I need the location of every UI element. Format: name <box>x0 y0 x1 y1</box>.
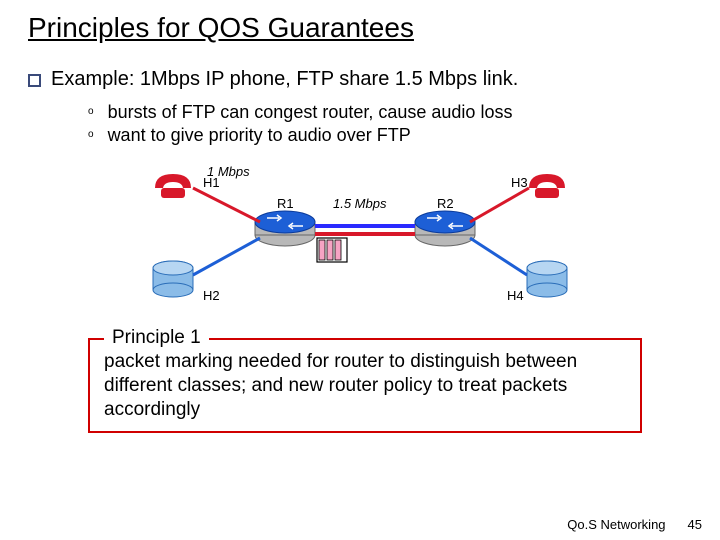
circle-bullet-icon: o <box>88 106 94 119</box>
ftp-icon <box>527 261 567 297</box>
router-icon <box>415 211 475 246</box>
principle-body: packet marking needed for router to dist… <box>104 351 577 420</box>
circle-bullet-icon: o <box>88 129 94 142</box>
footer-label: Qo.S Networking <box>567 517 665 532</box>
list-item: o want to give priority to audio over FT… <box>88 124 692 147</box>
label-h3: H3 <box>511 175 528 190</box>
queue-icon <box>317 238 347 262</box>
page-title: Principles for QOS Guarantees <box>28 12 692 44</box>
sub-bullet-text: bursts of FTP can congest router, cause … <box>108 101 513 124</box>
label-r1: R1 <box>277 196 294 211</box>
square-bullet-icon <box>28 74 41 87</box>
link-line <box>470 238 527 275</box>
label-h4: H4 <box>507 288 524 303</box>
link-line <box>470 188 529 222</box>
list-item: o bursts of FTP can congest router, caus… <box>88 101 692 124</box>
page-number: 45 <box>688 517 702 532</box>
sub-bullet-list: o bursts of FTP can congest router, caus… <box>88 101 692 146</box>
slide-footer: Qo.S Networking 45 <box>567 517 702 532</box>
sub-bullet-text: want to give priority to audio over FTP <box>108 124 411 147</box>
phone-icon <box>529 174 565 198</box>
label-rate-left: 1 Mbps <box>207 164 250 179</box>
label-h2: H2 <box>203 288 220 303</box>
link-line <box>193 188 260 222</box>
label-r2: R2 <box>437 196 454 211</box>
main-bullet-text: Example: 1Mbps IP phone, FTP share 1.5 M… <box>51 68 518 91</box>
main-bullet: Example: 1Mbps IP phone, FTP share 1.5 M… <box>28 68 692 91</box>
link-line <box>193 238 260 275</box>
network-diagram: H1 H2 H3 H4 <box>145 160 575 310</box>
label-rate-mid: 1.5 Mbps <box>333 196 387 211</box>
principle-box: Principle 1 packet marking needed for ro… <box>88 338 642 433</box>
phone-icon <box>155 174 191 198</box>
principle-legend: Principle 1 <box>104 326 209 350</box>
router-icon <box>255 211 315 246</box>
ftp-icon <box>153 261 193 297</box>
